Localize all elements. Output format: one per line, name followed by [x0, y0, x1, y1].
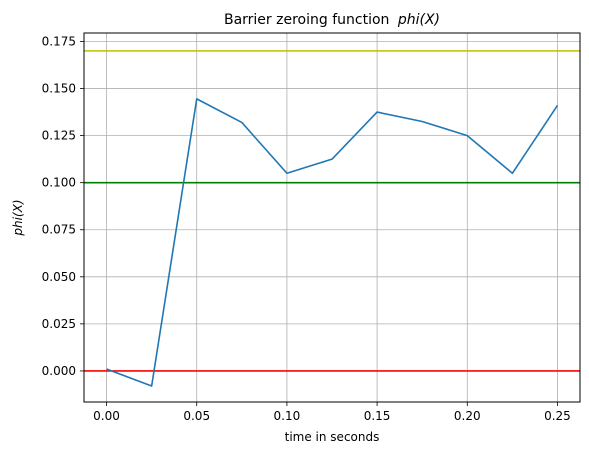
chart-title-text: Barrier zeroing function [224, 12, 389, 28]
x-tick-label: 0.00 [93, 409, 120, 423]
y-tick-label: 0.175 [42, 34, 76, 48]
x-tick-label: 0.15 [364, 409, 391, 423]
y-axis-label: phi(X) [11, 199, 25, 236]
y-tick-label: 0.125 [42, 129, 76, 143]
y-tick-label: 0.150 [42, 82, 76, 96]
x-axis-label: time in seconds [285, 430, 380, 444]
chart-title-math: phi(X) [397, 12, 440, 28]
y-tick-label: 0.000 [42, 364, 76, 378]
x-tick-label: 0.10 [274, 409, 301, 423]
y-tick-label: 0.100 [42, 176, 76, 190]
y-tick-label: 0.025 [42, 317, 76, 331]
x-tick-label: 0.20 [454, 409, 481, 423]
y-tick-label: 0.050 [42, 270, 76, 284]
chart-title: Barrier zeroing function phi(X) [224, 12, 440, 28]
x-tick-label: 0.05 [183, 409, 210, 423]
x-tick-label: 0.25 [544, 409, 571, 423]
y-tick-label: 0.075 [42, 223, 76, 237]
